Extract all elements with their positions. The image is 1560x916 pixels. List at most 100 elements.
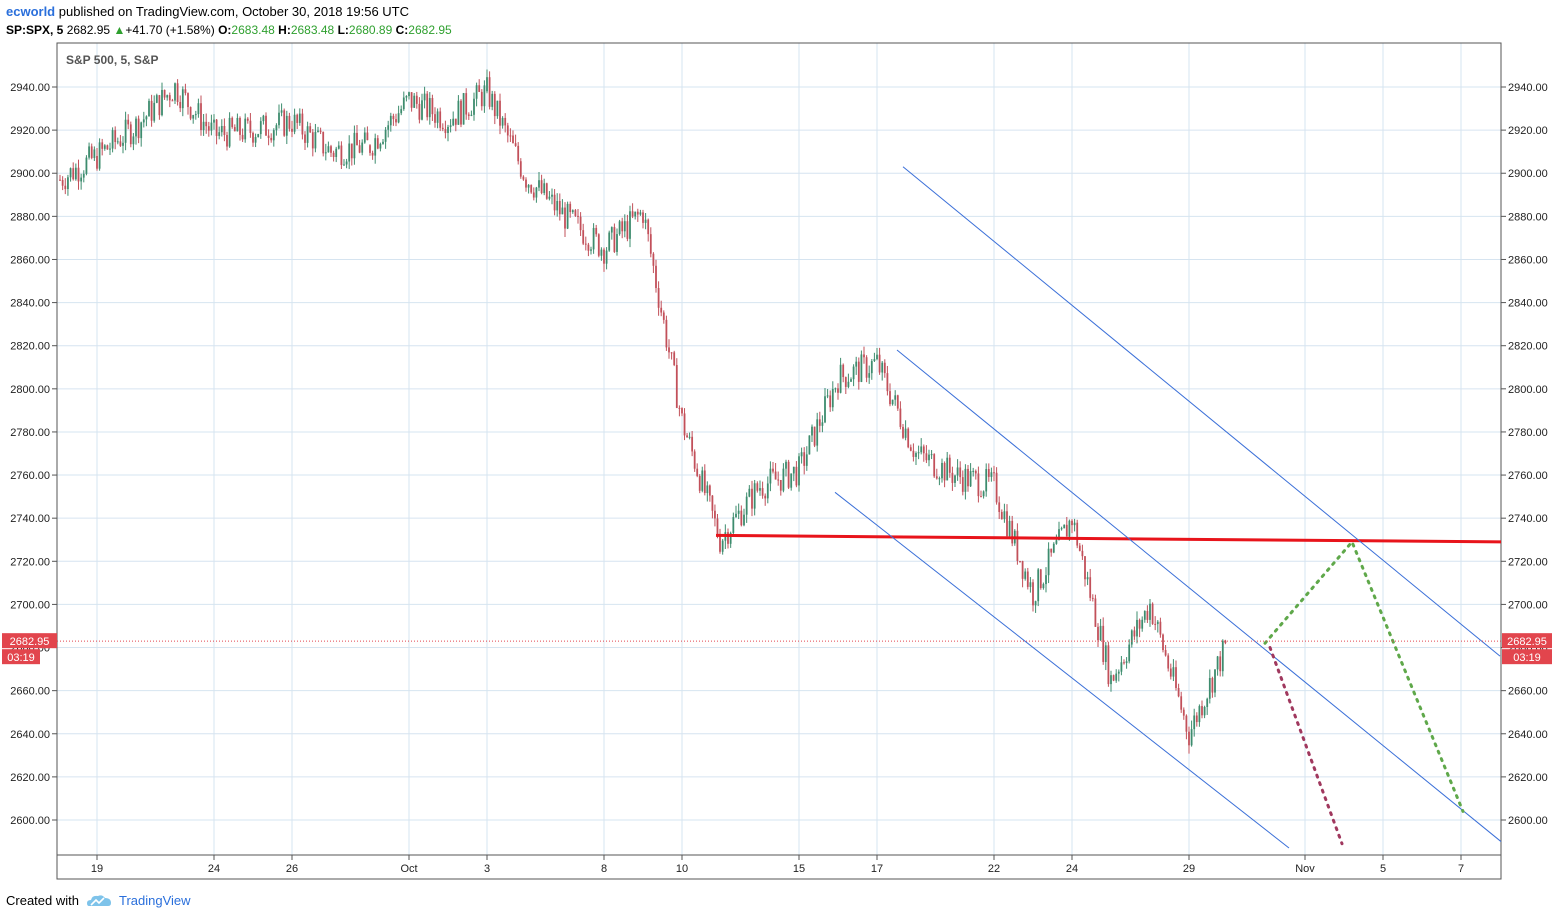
candle-body — [759, 488, 761, 491]
candle-body — [865, 357, 868, 378]
candle-body — [358, 145, 361, 153]
candle-body — [756, 483, 759, 491]
candle-body — [124, 119, 127, 143]
candle-body — [548, 196, 551, 199]
candle-body — [907, 428, 910, 448]
x-tick-label: Oct — [400, 863, 417, 875]
candle-body — [187, 93, 189, 108]
publish-line: ecworld published on TradingView.com, Oc… — [6, 3, 452, 21]
candle-body — [324, 152, 327, 154]
candle-body — [423, 93, 426, 101]
candle-body — [244, 118, 247, 140]
candle-body — [571, 210, 574, 213]
y-tick-label-right: 2820.00 — [1508, 341, 1548, 353]
tradingview-brand[interactable]: TradingView — [118, 893, 191, 908]
author-link[interactable]: ecworld — [6, 4, 56, 19]
candle-body — [1151, 603, 1154, 624]
candle-body — [415, 95, 418, 104]
candle-body — [701, 470, 704, 491]
candle-body — [319, 130, 322, 132]
candle-body — [1011, 520, 1014, 544]
y-tick-label-left: 2920.00 — [10, 125, 50, 137]
candle-body — [1060, 528, 1063, 530]
candle-body — [1039, 569, 1042, 589]
candle-body — [647, 219, 650, 235]
candle-body — [1034, 601, 1037, 606]
candle-body — [956, 467, 959, 476]
candle-body — [1045, 575, 1047, 585]
candle-body — [387, 125, 390, 130]
candle-body — [512, 135, 514, 144]
candle-body — [748, 488, 751, 497]
y-tick-label-right: 2940.00 — [1508, 82, 1548, 94]
candle-body — [236, 117, 239, 132]
x-tick-label: 24 — [1066, 863, 1078, 875]
candle-body — [881, 362, 884, 373]
candle-body — [870, 361, 873, 374]
candle-body — [876, 354, 878, 360]
candle-body — [948, 457, 951, 473]
candle-body — [708, 485, 711, 496]
candle-body — [506, 125, 509, 136]
candle-body — [1055, 540, 1058, 544]
candle-body — [1130, 630, 1133, 645]
candle-body — [1190, 729, 1193, 746]
candle-body — [1112, 675, 1115, 681]
candle-body — [1086, 577, 1089, 580]
candle-body — [1164, 650, 1167, 656]
candle-body — [915, 453, 917, 457]
channel-lower-line — [834, 491, 1290, 849]
candle-body — [228, 117, 231, 147]
candle-body — [421, 100, 423, 120]
candle-body — [345, 161, 348, 165]
price-tags: 2682.95 03:19 2682.95 03:19 — [2, 633, 1552, 665]
candle-body — [340, 145, 343, 166]
y-tick-label-left: 2940.00 — [10, 82, 50, 94]
candle-body — [540, 180, 543, 194]
candle-body — [683, 413, 686, 436]
candle-body — [577, 215, 579, 217]
candle-body — [556, 200, 559, 211]
candle-body — [698, 475, 701, 491]
candle-body — [792, 466, 795, 474]
candle-body — [283, 110, 286, 136]
candle-body — [488, 77, 491, 107]
y-tick-label-left: 2900.00 — [10, 168, 50, 180]
candle-body — [74, 167, 77, 180]
candle-body — [171, 100, 174, 102]
candle-body — [532, 192, 535, 198]
candle-body — [132, 136, 135, 145]
candle-body — [535, 187, 538, 198]
candle-body — [1154, 623, 1157, 625]
candle-body — [517, 145, 520, 162]
candle-body — [1081, 550, 1084, 557]
candle-body — [1000, 511, 1003, 520]
candle-body — [317, 130, 319, 132]
y-tick-label-right: 2600.00 — [1508, 815, 1548, 827]
candle-body — [337, 145, 340, 149]
candle-body — [306, 126, 309, 143]
x-tick-label: 26 — [286, 863, 298, 875]
candle-body — [800, 452, 803, 457]
candle-body — [569, 203, 572, 213]
candle-body — [384, 129, 387, 142]
candle-body — [366, 132, 369, 141]
candle-body — [1141, 619, 1144, 629]
candle-body — [158, 95, 161, 116]
candle-body — [150, 100, 153, 121]
countdown-tag-right — [1502, 649, 1552, 665]
candle-body — [803, 452, 806, 466]
last-price-tag-text-left: 2682.95 — [10, 636, 50, 648]
candle-body — [1076, 522, 1079, 546]
last-price-tag-left — [2, 633, 57, 649]
candle-body — [850, 379, 852, 382]
candle-body — [558, 200, 561, 215]
candle-body — [545, 183, 548, 199]
candle-body — [140, 122, 143, 139]
candle-body — [405, 96, 408, 98]
candle-body — [309, 126, 312, 133]
candle-body — [1091, 597, 1094, 599]
candle-body — [1073, 522, 1076, 526]
y-tick-label-right: 2880.00 — [1508, 211, 1548, 223]
